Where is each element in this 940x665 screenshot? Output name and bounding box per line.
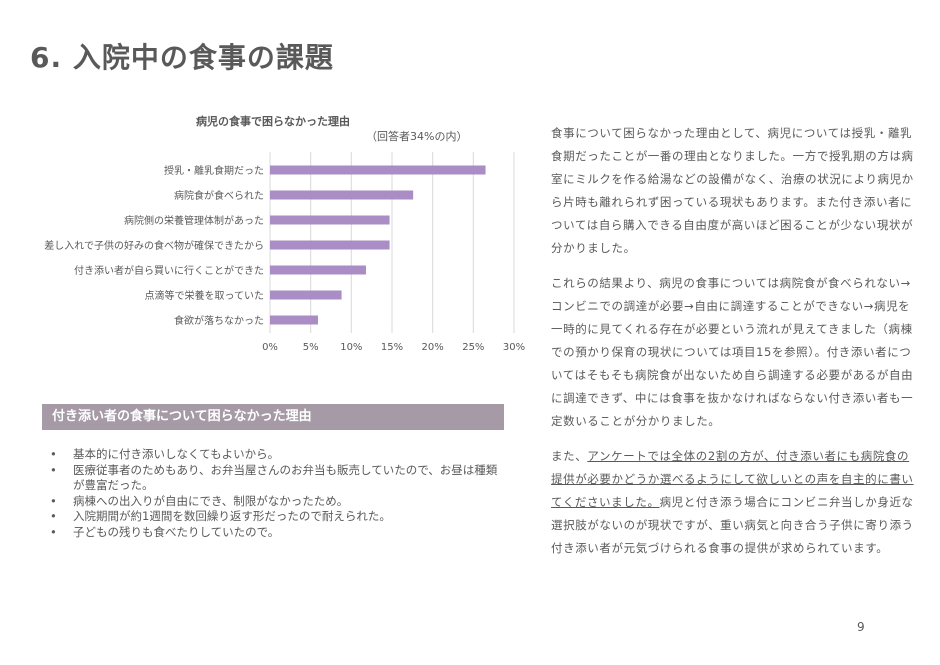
paragraph-3-tail: 病児と付き添う場合にコンビニ弁当しか身近な選択肢がないのが現状ですが、重い病気と… — [551, 495, 914, 555]
bar — [270, 315, 318, 325]
paragraph-1: 食事について困らなかった理由として、病児については授乳・離乳食期だったことが一番… — [551, 126, 914, 255]
x-tick-label: 0% — [262, 342, 278, 353]
list-item: 病棟への出入りが自由にでき、制限がなかったため。 — [50, 494, 500, 510]
bar — [270, 165, 486, 175]
bar — [270, 215, 390, 225]
chart-subtitle: （回答者34%の内） — [366, 130, 468, 143]
list-item: 入院期間が約1週間を数回繰り返す形だったので耐えられた。 — [50, 509, 500, 525]
x-tick-label: 25% — [462, 342, 484, 353]
x-tick-label: 10% — [340, 342, 362, 353]
page-title: 6. 入院中の食事の課題 — [30, 41, 334, 74]
paragraph-2: これらの結果より、病児の食事については病院食が食べられない→コンビニでの調達が必… — [551, 276, 914, 428]
paragraph-3-lead: また、 — [551, 449, 588, 463]
category-label: 差し入れで子供の好みの食べ物が確保できたから — [44, 239, 264, 252]
category-label: 付き添い者が自ら買いに行くことができた — [74, 264, 264, 277]
page-number: 9 — [857, 620, 865, 634]
bar-chart: 0% 5% 10% 15% 20% 25% 30% 授乳・離乳食期だった病院食が食べられた病院… — [44, 152, 525, 353]
chart-title: 病児の食事で困らなかった理由 — [196, 115, 350, 128]
list-item: 医療従事者のためもあり、お弁当屋さんのお弁当も販売していたので、お昼は種類が豊富… — [50, 463, 500, 494]
paragraph-3: また、アンケートでは全体の2割の方が、付き添い者にも病院食の提供が必要かどうか選… — [551, 445, 921, 560]
summary-text: 食事について困らなかった理由として、病児については授乳・離乳食期だったことが一番… — [551, 122, 921, 572]
category-label: 授乳・離乳食期だった — [164, 164, 264, 177]
x-tick-label: 30% — [503, 342, 525, 353]
bar — [270, 290, 342, 300]
bar — [270, 190, 414, 200]
list-item: 基本的に付き添いしなくてもよいから。 — [50, 447, 500, 463]
bar — [270, 265, 366, 275]
category-label: 病院食が食べられた — [174, 189, 264, 202]
x-tick-label: 5% — [303, 342, 319, 353]
underlined-text: アンケートでは全体の2割の方が、付き添い者にも病院食の提供が必要かどうか選べるよ… — [551, 449, 914, 509]
category-label: 食欲が落ちなかった — [174, 314, 264, 327]
bar — [270, 240, 390, 250]
list-item: 子どもの残りも食べたりしていたので。 — [50, 525, 500, 541]
bullet-list: 基本的に付き添いしなくてもよいから。 医療従事者のためもあり、お弁当屋さんのお弁… — [50, 447, 500, 540]
category-label: 病院側の栄養管理体制があった — [124, 214, 264, 227]
category-label: 点滴等で栄養を取っていた — [145, 289, 265, 302]
x-tick-label: 20% — [422, 342, 444, 353]
section-band: 付き添い者の食事について困らなかった理由 — [42, 404, 504, 430]
x-tick-label: 15% — [381, 342, 403, 353]
